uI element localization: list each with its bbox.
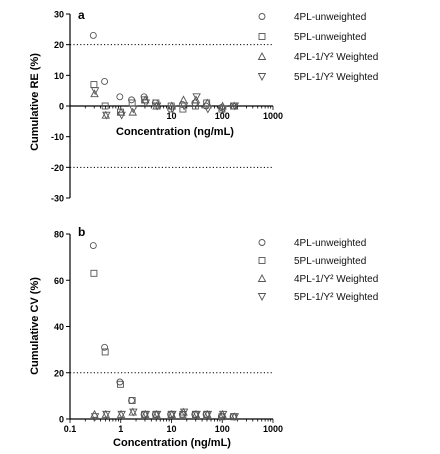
panel-a-point-circle (101, 78, 109, 85)
panel-b-y-tick-label: 20 (54, 368, 64, 378)
panel-b-point-triangle-down (218, 410, 228, 419)
panel-a-y-tick-label: -20 (51, 163, 64, 173)
panel-a-label: a (78, 8, 85, 22)
panel-a-y-tick-label: -30 (51, 194, 64, 204)
panel-a-point-triangle-up (90, 89, 99, 98)
panel-a-legend-label: 4PL-unweighted (294, 12, 366, 23)
panel-a: a Cumulative RE (%) Concentration (ng/mL… (29, 8, 378, 204)
panel-a-point-square (179, 105, 187, 113)
panel-a-y-tick-label: 10 (54, 71, 64, 81)
panel-b-point-square (116, 380, 124, 388)
panel-b-point-square (90, 269, 98, 277)
panel-b-x-tick-label: 1 (118, 424, 123, 434)
panel-a-point-square (90, 81, 98, 88)
panel-b-x-axis-label: Concentration (ng/mL) (113, 437, 231, 449)
panel-a-x-axis-label: Concentration (ng/mL) (116, 126, 234, 138)
panel-b-point-circle (89, 242, 97, 250)
panel-b-point-triangle-down (230, 413, 240, 422)
panel-a-y-axis-label: Cumulative RE (%) (29, 53, 41, 151)
panel-a-legend-marker-triangle-down (257, 73, 267, 81)
panel-a-point-square (101, 102, 109, 110)
panel-a-point-triangle-down (168, 105, 177, 114)
panel-a-point-triangle-down (179, 102, 189, 111)
panel-b-x-tick-label: 0.1 (64, 424, 77, 434)
panel-a-y-tick-label: 0 (59, 102, 64, 112)
panel-b-x-tick-label: 1000 (263, 424, 283, 434)
panel-a-point-triangle-down (230, 102, 240, 111)
panel-a-point-triangle-down (102, 111, 111, 120)
panel-b-legend-label: 5PL-unweighted (294, 256, 366, 267)
panel-b-legend-marker-triangle-up (257, 274, 267, 282)
panel-b-label: b (78, 225, 85, 239)
panel-b: b Cumulative CV (%) Concentration (ng/mL… (29, 225, 378, 449)
panel-a-point-circle (178, 101, 186, 108)
panel-b-point-square (128, 397, 136, 404)
panel-b-point-triangle-down (102, 410, 111, 419)
panel-a-y-tick-label: -10 (51, 132, 64, 142)
panel-a-legend-label: 5PL-1/Y² Weighted (294, 72, 378, 83)
panel-a-point-triangle-down (203, 105, 213, 114)
panel-b-point-triangle-down (179, 408, 189, 417)
panel-a-legend-marker-square (258, 33, 266, 40)
panel-b-y-axis-label: Cumulative CV (%) (29, 277, 41, 375)
panel-b-point-square (101, 348, 109, 356)
panel-b-legend-marker-circle (258, 239, 266, 246)
panel-b-y-tick-label: 40 (54, 322, 64, 332)
panel-a-y-tick-label: 30 (54, 10, 64, 20)
panel-a-point-triangle-down (141, 99, 151, 108)
panel-a-legend-label: 4PL-1/Y² Weighted (294, 52, 378, 63)
panel-b-point-circle (116, 378, 124, 386)
panel-a-x-tick-label: 10 (166, 111, 176, 121)
panel-b-legend-marker-square (258, 257, 266, 264)
panel-a-point-circle (89, 32, 97, 39)
panel-b-legend-label: 5PL-1/Y² Weighted (294, 292, 378, 303)
panel-b-point-triangle-down (192, 410, 201, 419)
panel-b-point-triangle-down (141, 410, 151, 419)
panel-a-point-triangle-up (191, 95, 201, 104)
panel-b-point-triangle-down (168, 410, 177, 419)
panel-a-point-triangle-down (218, 105, 228, 114)
panel-a-x-tick-label: 100 (215, 111, 230, 121)
panel-a-legend-label: 5PL-unweighted (294, 32, 366, 43)
panel-a-point-triangle-down (129, 105, 138, 114)
panel-b-point-circle (101, 343, 109, 351)
panel-a-point-triangle-down (117, 111, 126, 120)
panel-a-point-triangle-down (90, 87, 100, 96)
panel-b-point-triangle-down (117, 410, 126, 419)
panel-b-legend-label: 4PL-unweighted (294, 238, 366, 249)
panel-b-point-triangle-down (203, 410, 213, 419)
panel-b-y-tick-label: 0 (59, 415, 64, 425)
panel-b-y-tick-label: 60 (54, 276, 64, 286)
panel-a-point-triangle-down (152, 102, 162, 111)
panel-a-point-triangle-up (128, 107, 137, 116)
panel-a-legend-marker-triangle-up (257, 52, 267, 60)
panel-b-y-tick-label: 80 (54, 230, 64, 240)
panel-b-legend-marker-triangle-down (257, 293, 267, 301)
panel-b-point-triangle-down (90, 413, 100, 422)
panel-a-point-circle (116, 93, 124, 101)
panel-a-y-tick-label: 20 (54, 40, 64, 50)
panel-a-point-triangle-down (192, 93, 201, 102)
panel-a-legend-marker-circle (258, 13, 266, 20)
panel-a-x-tick-label: 1000 (263, 111, 283, 121)
panel-b-x-tick-label: 10 (166, 424, 176, 434)
panel-b-x-tick-label: 100 (215, 424, 230, 434)
panel-b-point-triangle-down (152, 410, 162, 419)
panel-b-point-triangle-down (129, 408, 138, 417)
panel-b-legend-label: 4PL-1/Y² Weighted (294, 274, 378, 285)
